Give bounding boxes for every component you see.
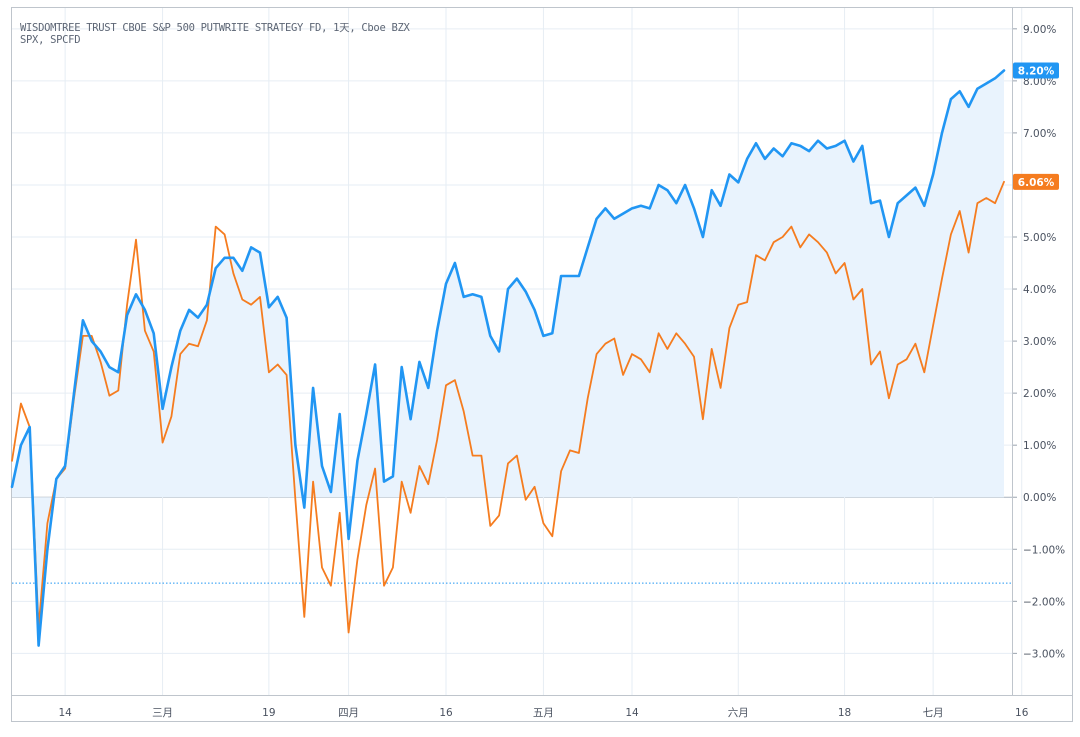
y-tick-label: −1.00% bbox=[1023, 544, 1065, 556]
y-tick-label: 5.00% bbox=[1023, 232, 1056, 244]
last-value-label: 6.06% bbox=[1018, 177, 1055, 189]
y-tick-label: 8.00% bbox=[1023, 76, 1056, 88]
x-tick-label: 四月 bbox=[338, 707, 359, 719]
chart-title: WISDOMTREE TRUST CBOE S&P 500 PUTWRITE S… bbox=[20, 22, 410, 34]
page-caption bbox=[0, 722, 1080, 737]
last-value-label: 8.20% bbox=[1018, 65, 1055, 77]
chart-plot-area[interactable] bbox=[11, 7, 1013, 696]
last-value-badge bbox=[1013, 173, 1059, 190]
x-tick-label: 14 bbox=[58, 707, 72, 719]
series-line-spx bbox=[11, 180, 1005, 634]
price-axis[interactable] bbox=[1013, 7, 1073, 696]
y-tick-label: 1.00% bbox=[1023, 440, 1056, 452]
x-tick-label: 18 bbox=[838, 707, 851, 719]
y-tick-label: 9.00% bbox=[1023, 24, 1056, 36]
y-tick-label: −3.00% bbox=[1023, 648, 1065, 660]
y-tick-label: 3.00% bbox=[1023, 336, 1056, 348]
x-tick-label: 19 bbox=[262, 707, 275, 719]
x-tick-label: 七月 bbox=[923, 707, 944, 719]
series-line-main bbox=[10, 69, 1006, 647]
y-tick-label: 7.00% bbox=[1023, 128, 1056, 140]
time-axis[interactable] bbox=[11, 696, 1073, 722]
y-tick-label: 2.00% bbox=[1023, 388, 1056, 400]
x-tick-label: 六月 bbox=[728, 707, 749, 719]
x-tick-label: 五月 bbox=[533, 707, 554, 719]
last-value-badge bbox=[1013, 62, 1059, 79]
y-tick-label: 0.00% bbox=[1023, 492, 1056, 504]
y-tick-label: −2.00% bbox=[1023, 596, 1065, 608]
x-tick-label: 16 bbox=[1015, 707, 1029, 719]
y-tick-label: 4.00% bbox=[1023, 284, 1056, 296]
x-tick-label: 16 bbox=[439, 707, 453, 719]
x-tick-label: 三月 bbox=[152, 707, 173, 719]
series-area-fill bbox=[12, 70, 1004, 646]
series-symbols: SPX, SPCFD bbox=[20, 34, 81, 46]
x-tick-label: 14 bbox=[625, 707, 639, 719]
